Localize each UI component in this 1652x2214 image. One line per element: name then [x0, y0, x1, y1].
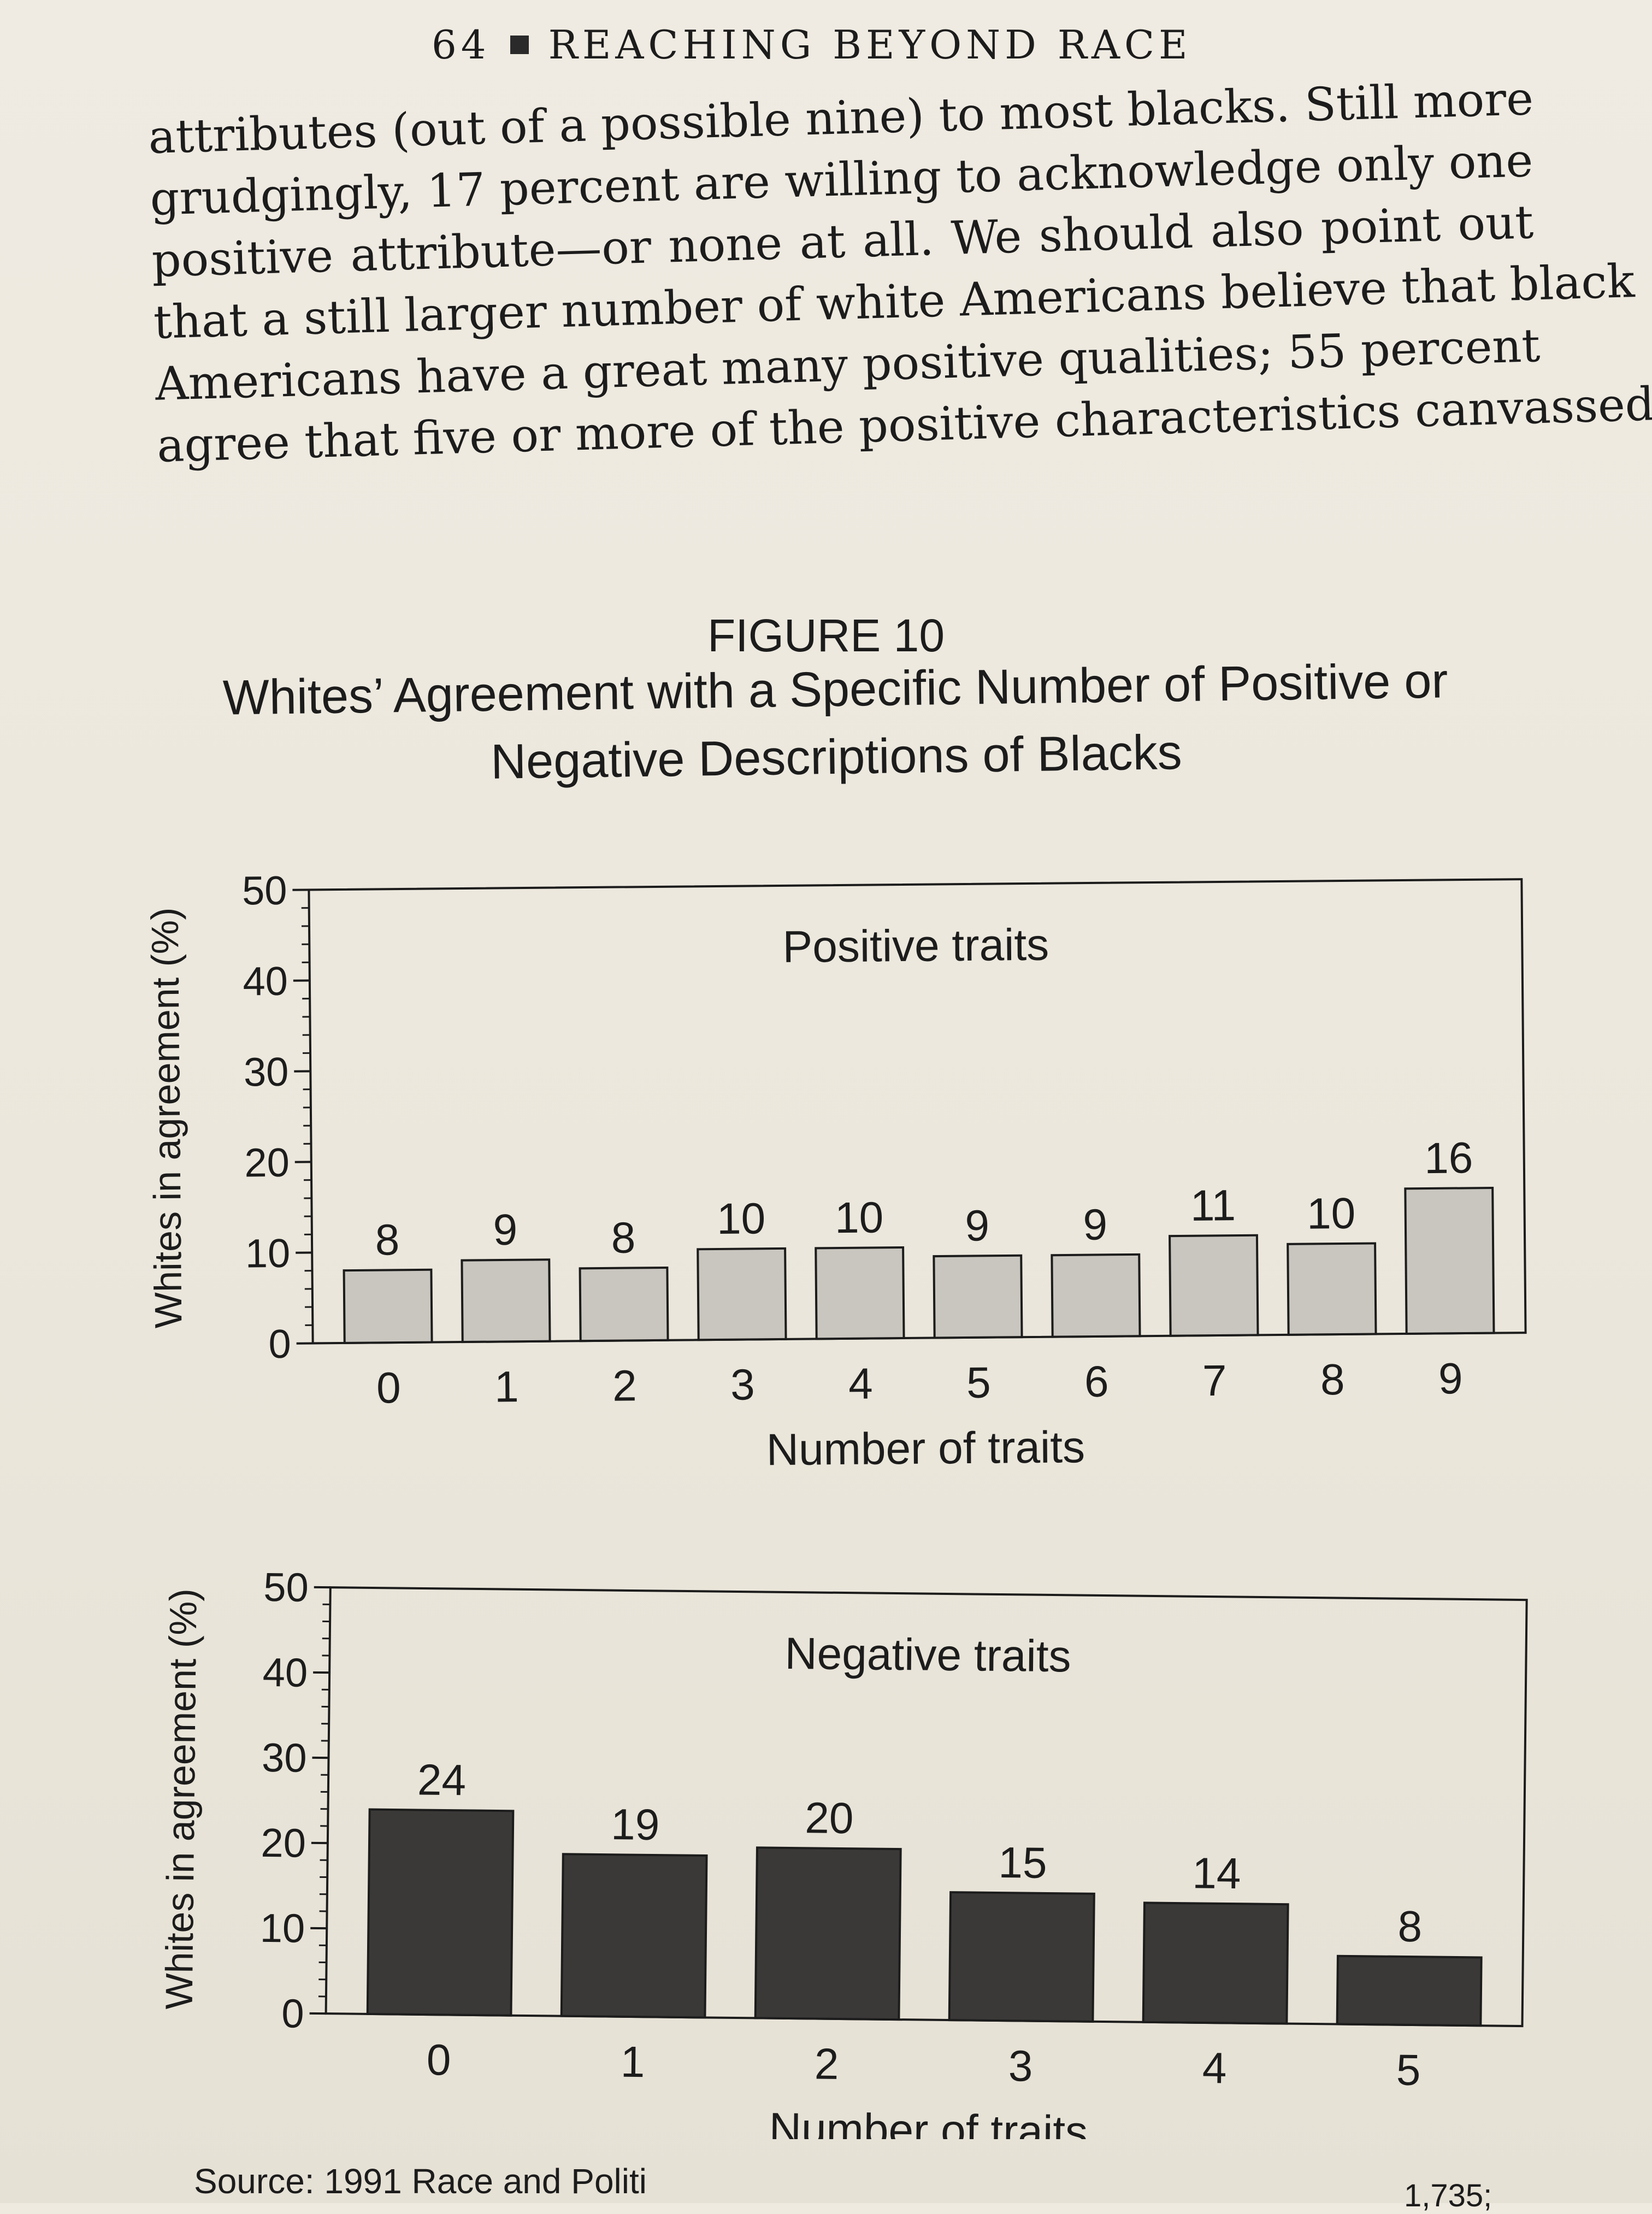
- bar: [1170, 1235, 1258, 1336]
- data-label: 9: [965, 1201, 989, 1250]
- x-tick-label: 4: [848, 1359, 873, 1408]
- bar: [344, 1270, 432, 1343]
- data-label: 24: [417, 1755, 467, 1804]
- figure-source: Source: 1991 Race and Politi: [194, 2161, 647, 2201]
- running-head: 64 REACHING BEYOND RACE: [432, 22, 1192, 68]
- bar: [1288, 1243, 1376, 1334]
- data-label: 15: [998, 1838, 1047, 1887]
- x-axis-label: Number of traits: [769, 2104, 1088, 2139]
- x-tick-label: 8: [1320, 1355, 1345, 1404]
- x-tick-label: 1: [494, 1362, 519, 1411]
- data-label: 11: [1190, 1181, 1236, 1230]
- bar: [562, 1854, 707, 2017]
- x-tick-label: 3: [1008, 2041, 1032, 2090]
- x-axis-label: Number of traits: [766, 1422, 1085, 1475]
- data-label: 9: [1083, 1200, 1107, 1249]
- data-label: 10: [1307, 1189, 1356, 1238]
- figure-source-tail: 1,735;: [1404, 2177, 1492, 2214]
- data-label: 20: [805, 1793, 854, 1842]
- bar: [1143, 1903, 1288, 2023]
- x-tick-label: 0: [376, 1363, 401, 1412]
- y-axis-label: Whites in agreement (%): [144, 907, 190, 1328]
- bar: [1052, 1255, 1140, 1337]
- x-tick-label: 6: [1084, 1357, 1109, 1406]
- y-tick-label: 50: [242, 868, 287, 914]
- y-tick-label: 40: [243, 958, 288, 1004]
- panel-title: Positive traits: [782, 920, 1049, 972]
- y-tick-label: 20: [244, 1140, 290, 1186]
- data-label: 8: [375, 1215, 399, 1264]
- x-tick-label: 7: [1202, 1356, 1227, 1405]
- data-label: 8: [611, 1213, 635, 1262]
- book-title: REACHING BEYOND RACE: [548, 22, 1192, 68]
- y-tick-label: 20: [261, 1820, 306, 1866]
- bar: [949, 1892, 1094, 2022]
- figure-title: Whites’ Agreement with a Specific Number…: [212, 647, 1459, 800]
- x-tick-label: 5: [1396, 2046, 1420, 2094]
- x-tick-label: 9: [1438, 1354, 1463, 1403]
- bar: [816, 1247, 904, 1339]
- data-label: 14: [1192, 1848, 1241, 1898]
- bar: [368, 1810, 514, 2016]
- x-tick-label: 1: [620, 2038, 645, 2086]
- bar: [756, 1847, 901, 2019]
- panel-title: Negative traits: [784, 1629, 1071, 1681]
- y-tick-label: 30: [262, 1735, 307, 1781]
- bar: [698, 1249, 786, 1340]
- data-label: 16: [1424, 1133, 1473, 1182]
- data-label: 10: [835, 1193, 884, 1242]
- y-tick-label: 50: [263, 1564, 309, 1610]
- bar: [580, 1268, 668, 1341]
- bar: [1337, 1956, 1482, 2026]
- y-tick-label: 10: [259, 1905, 305, 1951]
- y-tick-label: 0: [268, 1321, 291, 1367]
- x-tick-label: 2: [814, 2040, 839, 2088]
- data-label: 19: [611, 1800, 660, 1849]
- bar: [1405, 1188, 1494, 1334]
- bar: [462, 1259, 550, 1342]
- y-tick-label: 0: [281, 1991, 304, 2036]
- data-label: 10: [717, 1194, 766, 1243]
- separator-square-icon: [510, 36, 529, 54]
- y-tick-label: 10: [245, 1230, 291, 1276]
- y-tick-label: 30: [244, 1049, 289, 1095]
- data-label: 8: [1397, 1902, 1422, 1951]
- x-tick-label: 5: [966, 1358, 991, 1407]
- x-tick-label: 2: [612, 1361, 637, 1410]
- data-label: 9: [493, 1205, 517, 1254]
- y-tick-label: 40: [262, 1650, 308, 1695]
- x-tick-label: 3: [730, 1360, 755, 1409]
- body-paragraph: attributes (out of a possible nine) to m…: [148, 68, 1539, 476]
- x-tick-label: 0: [427, 2035, 451, 2084]
- bar: [934, 1256, 1022, 1338]
- x-tick-label: 4: [1202, 2044, 1226, 2092]
- y-axis-label: Whites in agreement (%): [158, 1588, 205, 2010]
- page-number: 64: [432, 22, 491, 68]
